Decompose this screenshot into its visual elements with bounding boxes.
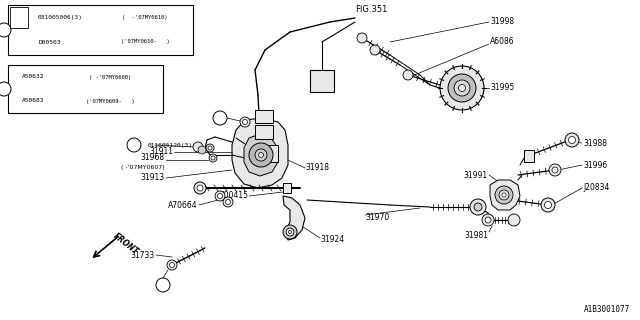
Text: A6086: A6086 [490, 37, 515, 46]
Text: FIG.351: FIG.351 [355, 5, 387, 14]
Text: A1B3001077: A1B3001077 [584, 305, 630, 314]
Bar [10, 7, 28, 28]
Circle shape [549, 164, 561, 176]
Text: 31981: 31981 [464, 230, 488, 239]
Circle shape [448, 74, 476, 102]
Text: (  -'07MY0610): ( -'07MY0610) [122, 15, 168, 20]
Circle shape [286, 228, 294, 236]
Circle shape [474, 203, 482, 211]
Bar [8, 5, 193, 55]
Circle shape [170, 262, 175, 268]
Circle shape [568, 137, 575, 143]
Text: 2: 2 [218, 116, 222, 121]
Text: 31998: 31998 [490, 18, 514, 27]
Bar [255, 110, 273, 123]
Circle shape [209, 154, 217, 162]
Circle shape [193, 142, 203, 152]
Circle shape [240, 117, 250, 127]
Circle shape [565, 133, 579, 147]
Circle shape [259, 153, 264, 157]
Circle shape [552, 167, 558, 173]
Text: 31924: 31924 [320, 236, 344, 244]
Text: W: W [17, 15, 21, 20]
Circle shape [215, 191, 225, 201]
Text: 31968: 31968 [141, 153, 165, 162]
Text: 1: 1 [2, 86, 6, 92]
Polygon shape [283, 196, 305, 240]
Text: 1: 1 [161, 283, 165, 287]
Circle shape [470, 199, 486, 215]
Text: 31918: 31918 [305, 164, 329, 172]
Circle shape [458, 84, 465, 92]
Circle shape [223, 197, 233, 207]
Circle shape [0, 23, 11, 37]
Text: D00503: D00503 [39, 39, 61, 44]
Circle shape [255, 149, 267, 161]
Circle shape [211, 156, 215, 160]
Circle shape [502, 193, 506, 197]
Circle shape [499, 190, 509, 200]
Text: ('07MY0609-   ): ('07MY0609- ) [86, 99, 134, 103]
Circle shape [440, 66, 484, 110]
Circle shape [541, 198, 555, 212]
Circle shape [283, 225, 297, 239]
Circle shape [545, 202, 552, 209]
Circle shape [243, 119, 248, 124]
Text: ( -'07MY0607): ( -'07MY0607) [122, 165, 165, 171]
Circle shape [127, 138, 141, 152]
Text: 31913: 31913 [141, 173, 165, 182]
Polygon shape [244, 134, 278, 176]
Bar [310, 70, 334, 92]
Circle shape [357, 33, 367, 43]
Circle shape [197, 185, 203, 191]
Circle shape [225, 199, 230, 204]
Text: 011605120(3): 011605120(3) [148, 142, 193, 148]
Circle shape [218, 194, 223, 198]
Circle shape [485, 217, 491, 223]
Circle shape [208, 146, 212, 150]
Text: ( -'07MY0608): ( -'07MY0608) [89, 75, 131, 79]
Circle shape [454, 80, 470, 96]
Circle shape [495, 186, 513, 204]
Text: FRONT: FRONT [112, 231, 141, 257]
Circle shape [198, 146, 206, 154]
Circle shape [249, 143, 273, 167]
Text: 31991: 31991 [464, 171, 488, 180]
Circle shape [403, 70, 413, 80]
Bar [255, 125, 273, 139]
Text: B: B [132, 142, 136, 148]
Text: A50632: A50632 [22, 75, 44, 79]
Polygon shape [232, 118, 288, 188]
Circle shape [156, 278, 170, 292]
Circle shape [370, 45, 380, 55]
Circle shape [482, 214, 494, 226]
Text: 2: 2 [2, 28, 6, 33]
Circle shape [167, 260, 177, 270]
Bar [8, 65, 163, 113]
Bar [256, 145, 278, 162]
Text: A50683: A50683 [22, 99, 44, 103]
Text: 31988: 31988 [583, 139, 607, 148]
Circle shape [289, 230, 291, 234]
Circle shape [213, 111, 227, 125]
Text: 31970: 31970 [365, 213, 389, 222]
Circle shape [206, 144, 214, 152]
Text: 31733: 31733 [131, 251, 155, 260]
Text: A70664: A70664 [168, 201, 198, 210]
Text: 31995: 31995 [490, 84, 515, 92]
Circle shape [0, 82, 11, 96]
Circle shape [508, 214, 520, 226]
Text: 31911: 31911 [149, 148, 173, 156]
Text: 31996: 31996 [583, 161, 607, 170]
Text: 031005006(3): 031005006(3) [38, 15, 83, 20]
Text: ('07MY0610-   ): ('07MY0610- ) [120, 39, 170, 44]
Text: J20834: J20834 [583, 183, 609, 193]
Text: E00415: E00415 [219, 191, 248, 201]
Bar [283, 183, 291, 193]
Circle shape [194, 182, 206, 194]
Polygon shape [490, 180, 520, 210]
Bar [524, 150, 534, 162]
